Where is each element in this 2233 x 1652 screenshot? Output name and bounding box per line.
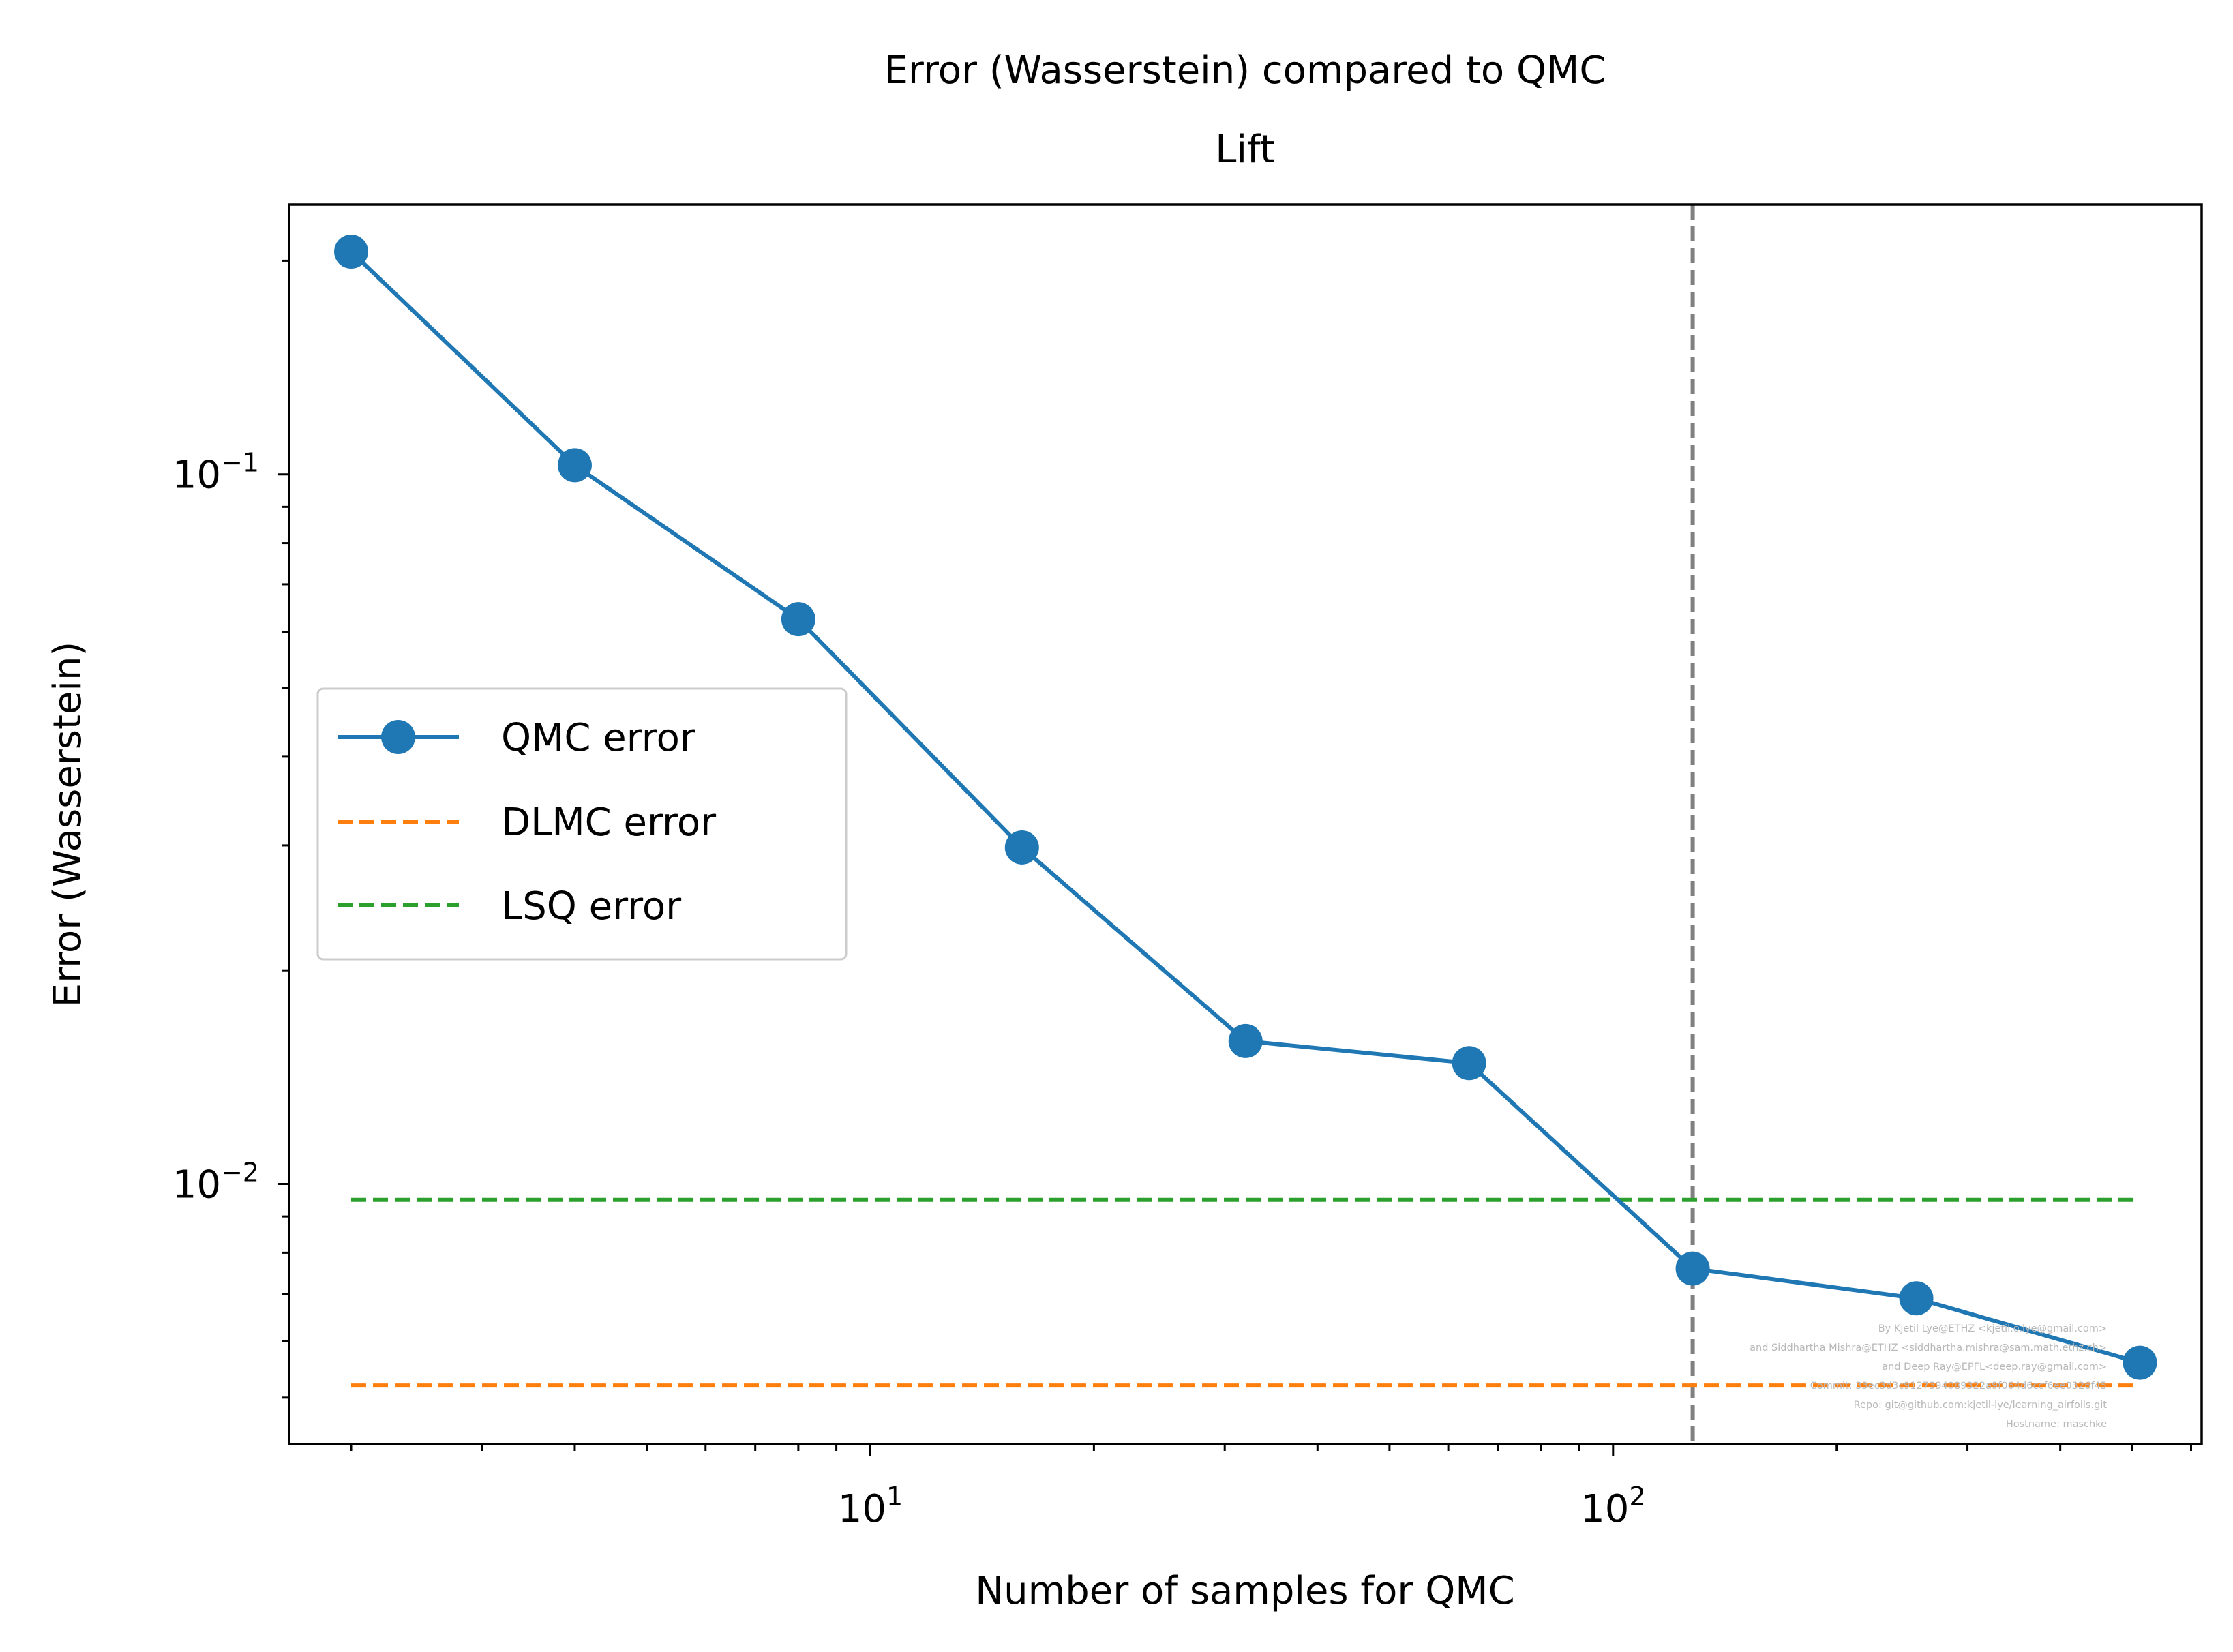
y-tick-label: 10−1 — [173, 448, 259, 498]
data-point-qmc — [334, 235, 369, 269]
data-point-qmc — [1452, 1046, 1486, 1081]
data-point-qmc — [1675, 1251, 1710, 1286]
watermark-line: Commit: 33ec3d3c9127394089322a9f064d6ccf… — [1810, 1381, 2107, 1392]
watermark-line: and Deep Ray@EPFL<deep.ray@gmail.com> — [1882, 1362, 2107, 1372]
chart-title: Error (Wasserstein) compared to QMC — [884, 48, 1606, 93]
watermark-line: Repo: git@github.com:kjetil-lye/learning… — [1854, 1400, 2108, 1411]
data-point-qmc — [2123, 1345, 2157, 1380]
watermark-line: and Siddhartha Mishra@ETHZ <siddhartha.m… — [1750, 1342, 2107, 1353]
plot-area — [334, 205, 2157, 1444]
data-point-qmc — [1228, 1023, 1263, 1058]
axes-frame — [288, 203, 2203, 1445]
legend-label-qmc: QMC error — [501, 716, 696, 760]
watermark: By Kjetil Lye@ETHZ <kjetil.o.lye@gmail.c… — [1750, 1323, 2107, 1430]
y-axis-label: Error (Wasserstein) — [46, 642, 90, 1008]
legend-label-dlmc: DLMC error — [501, 800, 717, 845]
watermark-line: By Kjetil Lye@ETHZ <kjetil.o.lye@gmail.c… — [1878, 1323, 2107, 1334]
data-point-qmc — [781, 602, 815, 637]
watermark-line: Hostname: maschke — [2006, 1419, 2107, 1430]
chart-subtitle: Lift — [1215, 127, 1274, 172]
x-axis-label: Number of samples for QMC — [975, 1569, 1514, 1613]
data-point-qmc — [1004, 830, 1039, 865]
legend-marker-qmc — [381, 720, 415, 754]
data-point-qmc — [1899, 1281, 1934, 1316]
legend-label-lsq: LSQ error — [501, 884, 682, 929]
legend: QMC error DLMC error LSQ error — [316, 687, 848, 961]
data-point-qmc — [557, 448, 592, 483]
legend-frame — [316, 687, 848, 961]
